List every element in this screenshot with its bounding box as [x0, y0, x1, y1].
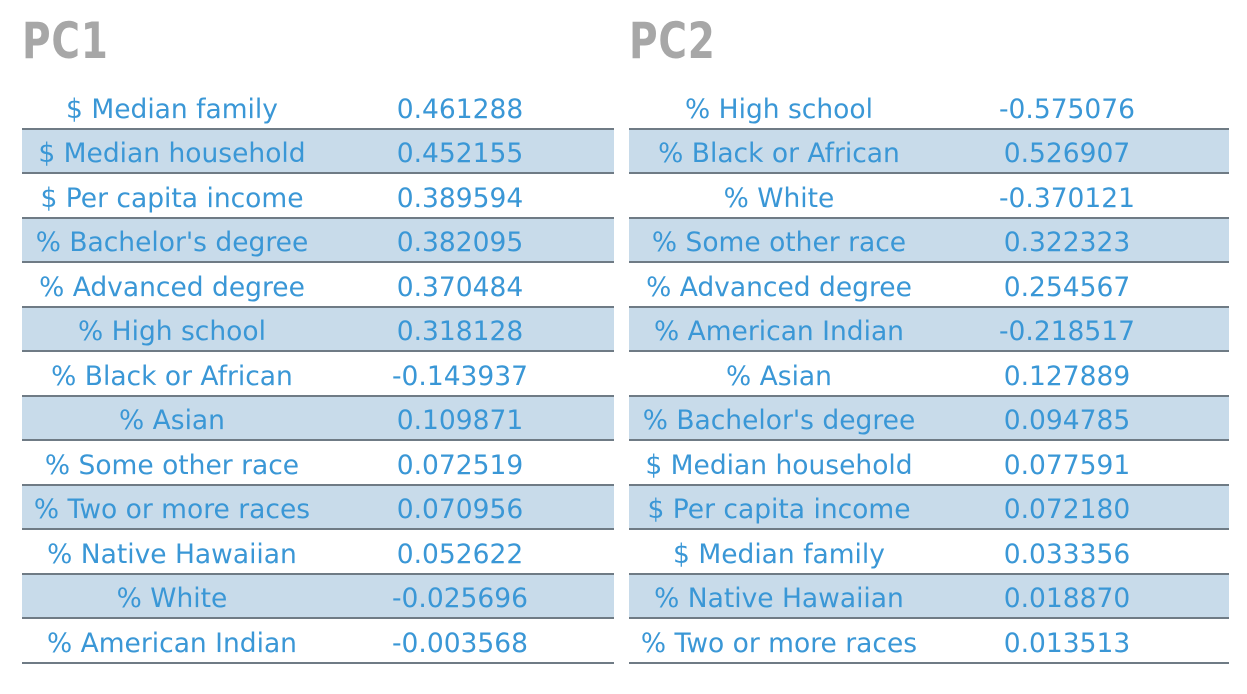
variable-name: % Some other race	[651, 227, 907, 258]
table-row: $ Median household 0.452155	[22, 129, 614, 174]
loading-value: 0.109871	[396, 405, 524, 436]
pc1-title: PC1	[22, 12, 109, 70]
variable-name: % Some other race	[44, 449, 300, 481]
variable-name: $ Median family	[673, 538, 885, 570]
variable-name: % American Indian	[47, 627, 297, 659]
variable-name: % Two or more races	[640, 627, 918, 659]
table-row: % Native Hawaiian 0.052622	[22, 530, 614, 575]
loading-value: 0.052622	[396, 538, 524, 570]
variable-name: % Black or African	[658, 138, 900, 169]
loading-value: -0.370121	[998, 182, 1135, 214]
loading-value: 0.382095	[396, 227, 524, 258]
loading-value: 0.018870	[1003, 583, 1131, 614]
table-row: % Asian 0.127889	[629, 352, 1229, 397]
loading-value: 0.322323	[1003, 227, 1131, 258]
table-row: % Some other race 0.072519	[22, 441, 614, 486]
table-row: % Black or African -0.143937	[22, 352, 614, 397]
table-row: % American Indian -0.003568	[22, 619, 614, 664]
variable-name: % White	[723, 182, 835, 214]
variable-name: $ Per capita income	[40, 182, 304, 214]
table-row: % High school 0.318128	[22, 307, 614, 352]
variable-name: % Two or more races	[33, 494, 311, 525]
variable-name: % High school	[685, 93, 873, 125]
loading-value: 0.452155	[396, 138, 524, 169]
loading-value: 0.254567	[1003, 271, 1131, 303]
variable-name: % Native Hawaiian	[654, 583, 904, 614]
table-row: % Advanced degree 0.370484	[22, 263, 614, 308]
variable-name: % Black or African	[51, 360, 293, 392]
loading-value: 0.033356	[1003, 538, 1131, 570]
variable-name: % Bachelor's degree	[35, 227, 309, 258]
table-row: % Black or African 0.526907	[629, 129, 1229, 174]
pc2-table: % High school -0.575076 % Black or African…	[629, 85, 1229, 664]
table-row: % Native Hawaiian 0.018870	[629, 574, 1229, 619]
loading-value: 0.072180	[1003, 494, 1131, 525]
loading-value: -0.025696	[391, 583, 528, 614]
loading-value: -0.218517	[998, 316, 1135, 347]
loading-value: 0.013513	[1003, 627, 1131, 659]
loading-value: -0.143937	[391, 360, 528, 392]
variable-name: % Native Hawaiian	[47, 538, 297, 570]
table-row: $ Per capita income 0.072180	[629, 485, 1229, 530]
table-row: % White -0.025696	[22, 574, 614, 619]
loading-value: 0.389594	[396, 182, 524, 214]
variable-name: % Bachelor's degree	[642, 405, 916, 436]
loading-value: 0.127889	[1003, 360, 1131, 392]
loading-value: 0.094785	[1003, 405, 1131, 436]
variable-name: % Asian	[726, 360, 832, 392]
variable-name: $ Per capita income	[647, 494, 911, 525]
variable-name: $ Median household	[645, 449, 913, 481]
table-row: $ Median family 0.461288	[22, 85, 614, 130]
loading-value: 0.070956	[396, 494, 524, 525]
table-row: % Two or more races 0.070956	[22, 485, 614, 530]
variable-name: % White	[116, 583, 228, 614]
loading-value: 0.526907	[1003, 138, 1131, 169]
loading-value: 0.461288	[396, 93, 524, 125]
loading-value: 0.318128	[396, 316, 524, 347]
pc1-table: $ Median family 0.461288 $ Median househol…	[22, 85, 614, 664]
table-row: % Advanced degree 0.254567	[629, 263, 1229, 308]
variable-name: % American Indian	[654, 316, 904, 347]
variable-name: $ Median household	[38, 138, 306, 169]
table-row: % Two or more races 0.013513	[629, 619, 1229, 664]
pc2-title: PC2	[629, 12, 716, 70]
table-row: % Some other race 0.322323	[629, 218, 1229, 263]
table-row: $ Median household 0.077591	[629, 441, 1229, 486]
variable-name: % High school	[78, 316, 266, 347]
table-row: % Bachelor's degree 0.094785	[629, 396, 1229, 441]
variable-name: % Advanced degree	[646, 271, 912, 303]
loading-value: 0.072519	[396, 449, 524, 481]
table-row: $ Per capita income 0.389594	[22, 174, 614, 219]
table-row: % American Indian -0.218517	[629, 307, 1229, 352]
variable-name: % Advanced degree	[39, 271, 305, 303]
table-row: % Asian 0.109871	[22, 396, 614, 441]
table-row: % High school -0.575076	[629, 85, 1229, 130]
loading-value: 0.370484	[396, 271, 524, 303]
loading-value: -0.003568	[391, 627, 528, 659]
table-row: % Bachelor's degree 0.382095	[22, 218, 614, 263]
table-row: % White -0.370121	[629, 174, 1229, 219]
loading-value: 0.077591	[1003, 449, 1131, 481]
variable-name: $ Median family	[66, 93, 278, 125]
variable-name: % Asian	[119, 405, 225, 436]
table-row: $ Median family 0.033356	[629, 530, 1229, 575]
loading-value: -0.575076	[998, 93, 1135, 125]
